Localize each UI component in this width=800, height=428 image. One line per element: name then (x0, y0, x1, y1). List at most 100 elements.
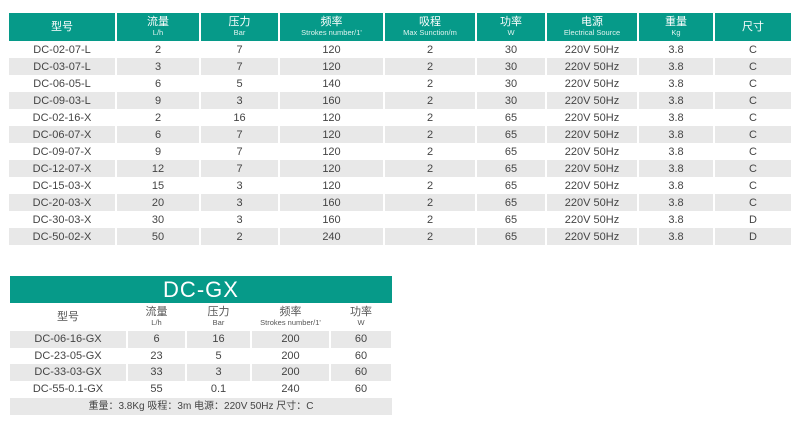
table-cell: 220V 50Hz (546, 92, 639, 109)
table-cell: 0.1 (186, 380, 252, 397)
table-cell: C (714, 92, 793, 109)
header-zh: 流量 (147, 16, 169, 28)
header-en: Bar (233, 28, 246, 37)
header-zh: 功率 (500, 16, 522, 28)
table-cell: 5 (186, 347, 252, 364)
header-en: Strokes number/1' (260, 318, 321, 327)
table-row: DC-02-16-X 2 16 120 2 65 220V 50Hz 3.8 C (9, 109, 793, 126)
table-cell: 7 (200, 58, 280, 75)
table-cell: C (714, 194, 793, 211)
table-cell: 50 (116, 228, 201, 245)
table-cell: 65 (476, 177, 547, 194)
table-cell: 2 (384, 194, 477, 211)
gx-common-specs: 重量：3.8Kg 吸程：3m 电源：220V 50Hz 尺寸：C (10, 398, 392, 415)
table-row: DC-33-03-GX 33 3 200 60 (10, 364, 393, 381)
table-cell: 3.8 (638, 160, 715, 177)
table-row: DC-20-03-X 20 3 160 2 65 220V 50Hz 3.8 C (9, 194, 793, 211)
table-row: DC-15-03-X 15 3 120 2 65 220V 50Hz 3.8 C (9, 177, 793, 194)
table-cell: 20 (116, 194, 201, 211)
table-cell: 220V 50Hz (546, 109, 639, 126)
table-cell: C (714, 41, 793, 58)
table-cell: 2 (384, 160, 477, 177)
table-cell: 3.8 (638, 228, 715, 245)
table-cell: 120 (279, 109, 385, 126)
table-cell: 65 (476, 109, 547, 126)
table-cell: 7 (200, 143, 280, 160)
header-zh: 型号 (57, 310, 79, 323)
table-cell: 120 (279, 143, 385, 160)
header-zh: 频率 (279, 306, 302, 318)
table-cell: 220V 50Hz (546, 75, 639, 92)
table-cell: 3 (200, 211, 280, 228)
table-cell: D (714, 211, 793, 228)
table-cell: 60 (330, 364, 393, 381)
table-cell: 220V 50Hz (546, 228, 639, 245)
column-header: 电源 Electrical Source (546, 13, 639, 41)
table-cell: C (714, 177, 793, 194)
table-cell: DC-09-07-X (9, 143, 117, 160)
table-cell: 140 (279, 75, 385, 92)
table-row: DC-06-07-X 6 7 120 2 65 220V 50Hz 3.8 C (9, 126, 793, 143)
header-en: W (357, 318, 365, 327)
table-cell: 3 (200, 92, 280, 109)
table-row: DC-23-05-GX 23 5 200 60 (10, 347, 393, 364)
table-cell: 3.8 (638, 109, 715, 126)
header-en: L/h (152, 28, 164, 37)
table-cell: 120 (279, 177, 385, 194)
column-header: 压力 Bar (186, 303, 252, 331)
table-cell: 65 (476, 126, 547, 143)
table-cell: 55 (127, 380, 187, 397)
table-cell: 2 (200, 228, 280, 245)
table-cell: 200 (251, 331, 331, 348)
table-cell: DC-03-07-L (9, 58, 117, 75)
table-cell: 3 (116, 58, 201, 75)
gx-title-banner: DC-GX (10, 276, 392, 303)
table-cell: C (714, 126, 793, 143)
table-cell: 2 (384, 75, 477, 92)
table-row: DC-09-03-L 9 3 160 2 30 220V 50Hz 3.8 C (9, 92, 793, 109)
table-cell: 120 (279, 126, 385, 143)
column-header: 流量 L/h (116, 13, 201, 41)
table-row: DC-12-07-X 12 7 120 2 65 220V 50Hz 3.8 C (9, 160, 793, 177)
header-zh: 频率 (320, 16, 343, 28)
table-cell: DC-09-03-L (9, 92, 117, 109)
column-header: 吸程 Max Sunction/m (384, 13, 477, 41)
table-cell: 3.8 (638, 41, 715, 58)
table-cell: 65 (476, 211, 547, 228)
table-cell: 3.8 (638, 194, 715, 211)
header-en: Strokes number/1' (301, 28, 362, 37)
table-row: DC-50-02-X 50 2 240 2 65 220V 50Hz 3.8 D (9, 228, 793, 245)
header-en: Bar (212, 318, 225, 327)
gx-spec-table: 型号 流量 L/h 压力 Bar 频率 Strokes number/1' 功率 W DC-06-… (10, 303, 393, 397)
table-row: DC-09-07-X 9 7 120 2 65 220V 50Hz 3.8 C (9, 143, 793, 160)
column-header: 频率 Strokes number/1' (279, 13, 385, 41)
table-cell: 23 (127, 347, 187, 364)
table-cell: 3.8 (638, 75, 715, 92)
table-cell: 3.8 (638, 92, 715, 109)
table-cell: 6 (127, 331, 187, 348)
table-cell: 2 (116, 109, 201, 126)
table-cell: 2 (116, 41, 201, 58)
table-cell: 200 (251, 347, 331, 364)
table-cell: 30 (476, 92, 547, 109)
table-cell: 2 (384, 177, 477, 194)
table-cell: 30 (476, 58, 547, 75)
table-cell: DC-55-0.1-GX (10, 380, 128, 397)
column-header: 流量 L/h (127, 303, 187, 331)
table-cell: 65 (476, 194, 547, 211)
table-cell: 3 (200, 177, 280, 194)
table-cell: C (714, 58, 793, 75)
table-cell: DC-02-16-X (9, 109, 117, 126)
table-cell: C (714, 75, 793, 92)
table-cell: 3.8 (638, 126, 715, 143)
header-zh: 电源 (581, 16, 603, 28)
table-cell: 65 (476, 228, 547, 245)
column-header: 功率 W (330, 303, 393, 331)
table-cell: DC-06-07-X (9, 126, 117, 143)
table-cell: 60 (330, 331, 393, 348)
table-cell: 2 (384, 92, 477, 109)
table-cell: 33 (127, 364, 187, 381)
table-cell: 3 (200, 194, 280, 211)
header-en: L/h (151, 318, 162, 327)
table-cell: 2 (384, 143, 477, 160)
